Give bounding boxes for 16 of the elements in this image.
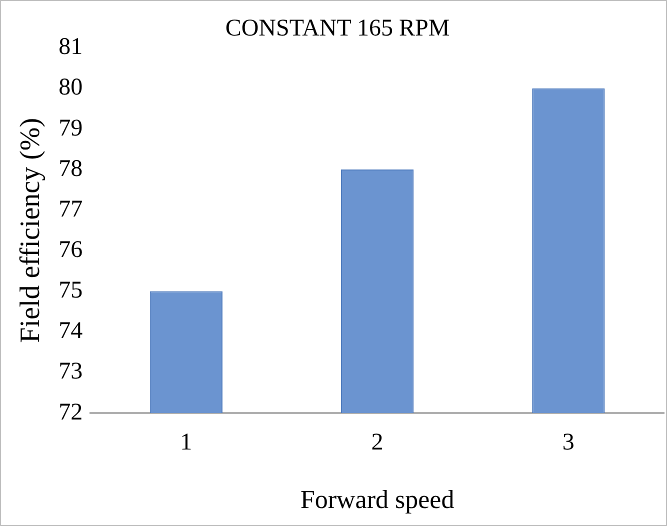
y-tick-label: 78 — [58, 156, 83, 182]
y-tick-label: 77 — [58, 196, 83, 222]
y-tick-label: 76 — [58, 236, 83, 263]
y-tick-label: 72 — [58, 399, 83, 426]
x-tick-label: 3 — [562, 430, 574, 456]
y-tick-label: 74 — [58, 318, 83, 344]
y-tick-label: 81 — [58, 34, 83, 60]
y-tick-label: 79 — [58, 115, 83, 142]
x-tick-label: 2 — [371, 430, 384, 456]
chart-title: CONSTANT 165 RPM — [225, 16, 450, 42]
x-tick-label: 1 — [180, 430, 192, 456]
y-tick-label: 80 — [58, 74, 83, 101]
x-axis-title: Forward speed — [300, 485, 454, 514]
y-tick-label: 75 — [58, 278, 83, 304]
y-tick-label: 73 — [58, 358, 83, 385]
y-axis-title: Field efficiency (%) — [15, 118, 46, 343]
